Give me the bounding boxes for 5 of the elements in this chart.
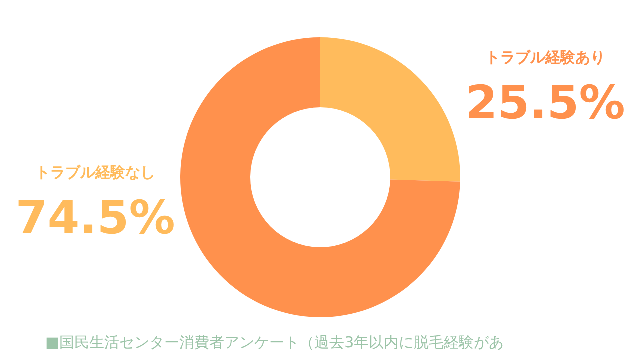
data-label: 74.5% xyxy=(16,190,176,244)
slice-label: トラブル経験あり xyxy=(486,48,606,66)
text: ■国民生活センター消費者アンケート（過去3年以内に脱毛経験があ xyxy=(46,334,504,352)
data-label: 25.5% xyxy=(466,76,626,130)
slice-label: トラブル経験なし xyxy=(36,164,156,182)
